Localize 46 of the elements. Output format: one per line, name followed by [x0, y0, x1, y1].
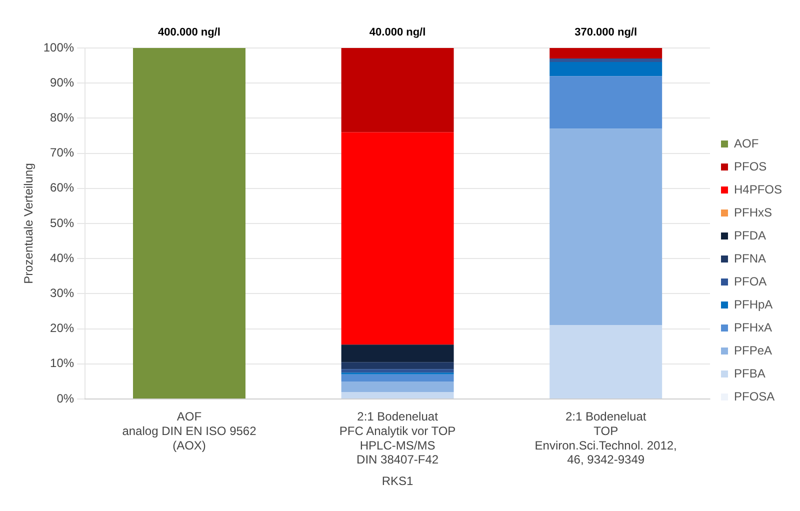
x-axis-title: RKS1 [382, 474, 414, 488]
y-axis-title: Prozentuale Verteilung [22, 163, 36, 284]
y-tick-label: 70% [50, 146, 74, 160]
y-tick-label: 40% [50, 250, 74, 265]
bar [550, 128, 662, 326]
y-tick-label: 60% [50, 180, 74, 195]
text: 40.000 ng/l [369, 26, 426, 39]
x-tick-label: 2:1 Bodeneluat TOP Environ.Sci.Technol. 2012, 46, 9342-9349 [534, 410, 677, 467]
bar [550, 325, 662, 398]
x-tick-label: 2:1 Bodeneluat PFC Analytik vor TOP HPLC-MS/MS DIN 38407-F42 [339, 410, 456, 467]
y-tick-label: 0% [56, 391, 74, 406]
y-tick-label: 90% [50, 75, 74, 90]
x-tick-label: AOF analog DIN EN ISO 9562 (AOX) [122, 410, 257, 452]
y-tick-label: 100% [43, 40, 74, 54]
y-tick-label: 20% [50, 321, 74, 336]
bar [341, 362, 454, 370]
bar [341, 344, 454, 362]
y-tick-label: 80% [50, 110, 74, 125]
legend-label: PFOA [734, 274, 767, 288]
legend-label: PFPeA [734, 343, 772, 358]
bar [550, 48, 662, 59]
legend-label: PFNA [734, 251, 766, 266]
legend-label: PFHpA [734, 297, 773, 312]
bar [341, 369, 454, 373]
legend-label: PFOS [734, 159, 767, 174]
legend-label: PFHxS [734, 205, 772, 220]
bar [341, 132, 454, 345]
y-tick-label: 10% [50, 356, 74, 370]
bar [341, 374, 454, 382]
bar [550, 62, 662, 76]
legend-label: PFDA [734, 228, 766, 242]
bar [133, 48, 246, 398]
text: 400.000 ng/l [158, 26, 220, 39]
legend-label: PFOSA [734, 389, 775, 404]
bar [341, 392, 454, 398]
y-tick-label: 50% [50, 216, 74, 230]
legend-label: PFBA [734, 366, 766, 380]
bar [341, 48, 454, 132]
legend-label: PFHxA [734, 320, 772, 334]
legend-label: AOF [734, 136, 759, 150]
bar [550, 58, 662, 62]
text: 370.000 ng/l [574, 26, 638, 39]
bar [550, 76, 662, 129]
legend-label: H4PFOS [734, 182, 782, 196]
y-tick-label: 30% [50, 286, 74, 300]
bar [341, 381, 454, 392]
